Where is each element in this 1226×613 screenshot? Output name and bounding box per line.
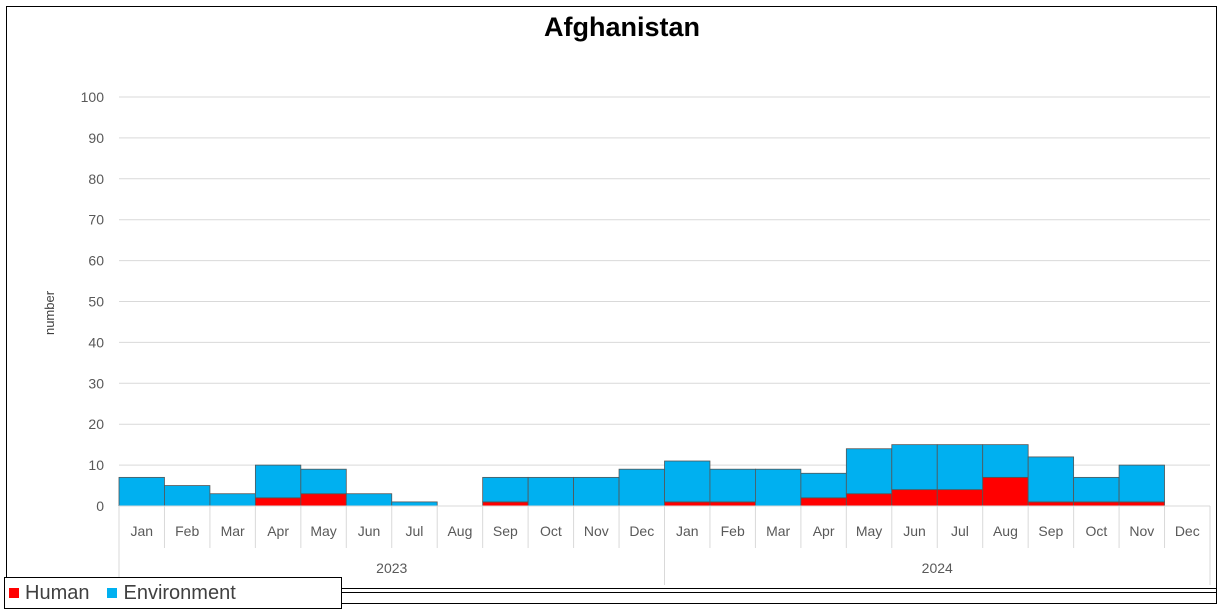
x-tick-label: Jan bbox=[676, 523, 699, 539]
x-tick-label: Sep bbox=[493, 523, 518, 539]
legend-divider bbox=[342, 588, 1217, 593]
bar-environment bbox=[118, 476, 165, 507]
y-tick-label: 100 bbox=[81, 89, 105, 105]
y-tick-label: 10 bbox=[88, 457, 104, 473]
bar-environment bbox=[1118, 464, 1165, 503]
bar-environment bbox=[209, 493, 256, 507]
bar-environment bbox=[573, 476, 620, 507]
bar-human bbox=[664, 501, 711, 507]
bar-environment bbox=[345, 493, 393, 507]
x-tick-label: Aug bbox=[447, 523, 472, 539]
y-tick-label: 80 bbox=[88, 171, 104, 187]
legend-item-human: Human bbox=[9, 582, 89, 605]
x-tick-label: Nov bbox=[584, 523, 609, 539]
bar-human bbox=[1027, 501, 1075, 507]
bar-human bbox=[936, 489, 984, 507]
y-tick-label: 90 bbox=[88, 130, 104, 146]
bar-human bbox=[1118, 501, 1165, 507]
legend-label-environment: Environment bbox=[123, 581, 236, 604]
y-tick-label: 50 bbox=[88, 294, 104, 310]
x-tick-label: Feb bbox=[175, 523, 199, 539]
x-tick-label: Mar bbox=[766, 523, 790, 539]
x-tick-label: Jun bbox=[358, 523, 381, 539]
y-tick-label: 60 bbox=[88, 253, 104, 269]
bar-environment bbox=[300, 468, 347, 495]
bar-human bbox=[300, 493, 347, 507]
bar-environment bbox=[482, 476, 529, 503]
chart-title: Afghanistan bbox=[544, 12, 700, 42]
x-tick-label: Jul bbox=[951, 523, 969, 539]
x-tick-label: Apr bbox=[813, 523, 835, 539]
bar-environment bbox=[527, 476, 574, 507]
x-tick-label: Oct bbox=[540, 523, 562, 539]
bars bbox=[118, 444, 1165, 507]
group-label: 2024 bbox=[922, 560, 953, 576]
legend-label-human: Human bbox=[25, 581, 90, 604]
legend-swatch-human bbox=[9, 588, 19, 598]
x-tick-label: Dec bbox=[629, 523, 654, 539]
y-tick-label: 70 bbox=[88, 212, 104, 228]
bar-environment bbox=[891, 444, 938, 491]
y-axis-label: number bbox=[42, 290, 57, 335]
bar-environment bbox=[664, 460, 711, 503]
bar-human bbox=[709, 501, 756, 507]
bar-human bbox=[891, 489, 938, 507]
x-tick-label: Aug bbox=[993, 523, 1018, 539]
legend-swatch-environment bbox=[107, 588, 118, 598]
x-tick-label: Jun bbox=[903, 523, 926, 539]
bar-environment bbox=[1027, 456, 1075, 503]
x-tick-label: Jul bbox=[406, 523, 424, 539]
bar-environment bbox=[164, 485, 211, 507]
y-tick-label: 0 bbox=[96, 498, 104, 514]
y-tick-label: 20 bbox=[88, 416, 104, 432]
bar-human bbox=[1073, 501, 1120, 507]
bar-human bbox=[482, 501, 529, 507]
bar-environment bbox=[755, 468, 802, 507]
bar-human bbox=[800, 497, 847, 507]
x-tick-label: May bbox=[856, 523, 882, 539]
x-axis: Jan Feb Mar Apr May Jun Jul Aug Sep Oct Nov Dec Jan F… bbox=[118, 505, 1211, 585]
bar-environment bbox=[982, 444, 1029, 478]
bar-environment bbox=[800, 472, 847, 499]
x-tick-label: Dec bbox=[1175, 523, 1200, 539]
legend-item-environment: Environment bbox=[107, 581, 236, 605]
bar-environment bbox=[936, 444, 984, 491]
bar-human bbox=[982, 476, 1029, 507]
bar-environment bbox=[391, 501, 438, 507]
bar-environment bbox=[254, 464, 302, 499]
y-tick-label: 30 bbox=[88, 375, 104, 391]
chart-frame bbox=[6, 6, 1217, 604]
y-tick-label: 40 bbox=[88, 334, 104, 350]
x-tick-label: Feb bbox=[721, 523, 745, 539]
bar-human bbox=[845, 493, 893, 507]
y-tick-labels: 0 10 20 30 40 50 60 70 80 90 100 bbox=[81, 89, 105, 514]
bar-human bbox=[254, 497, 302, 507]
legend: Human Environment bbox=[4, 577, 342, 609]
x-tick-label: May bbox=[310, 523, 336, 539]
bar-environment bbox=[618, 468, 665, 507]
x-tick-label: Jan bbox=[130, 523, 153, 539]
group-label: 2023 bbox=[376, 560, 407, 576]
x-tick-label: Sep bbox=[1038, 523, 1063, 539]
x-tick-label: Apr bbox=[267, 523, 289, 539]
bar-environment bbox=[1073, 476, 1120, 503]
x-tick-label: Oct bbox=[1085, 523, 1107, 539]
x-tick-label: Mar bbox=[221, 523, 245, 539]
bar-environment bbox=[845, 448, 893, 495]
gridlines bbox=[119, 96, 1210, 507]
x-tick-label: Nov bbox=[1129, 523, 1154, 539]
bar-environment bbox=[709, 468, 756, 503]
